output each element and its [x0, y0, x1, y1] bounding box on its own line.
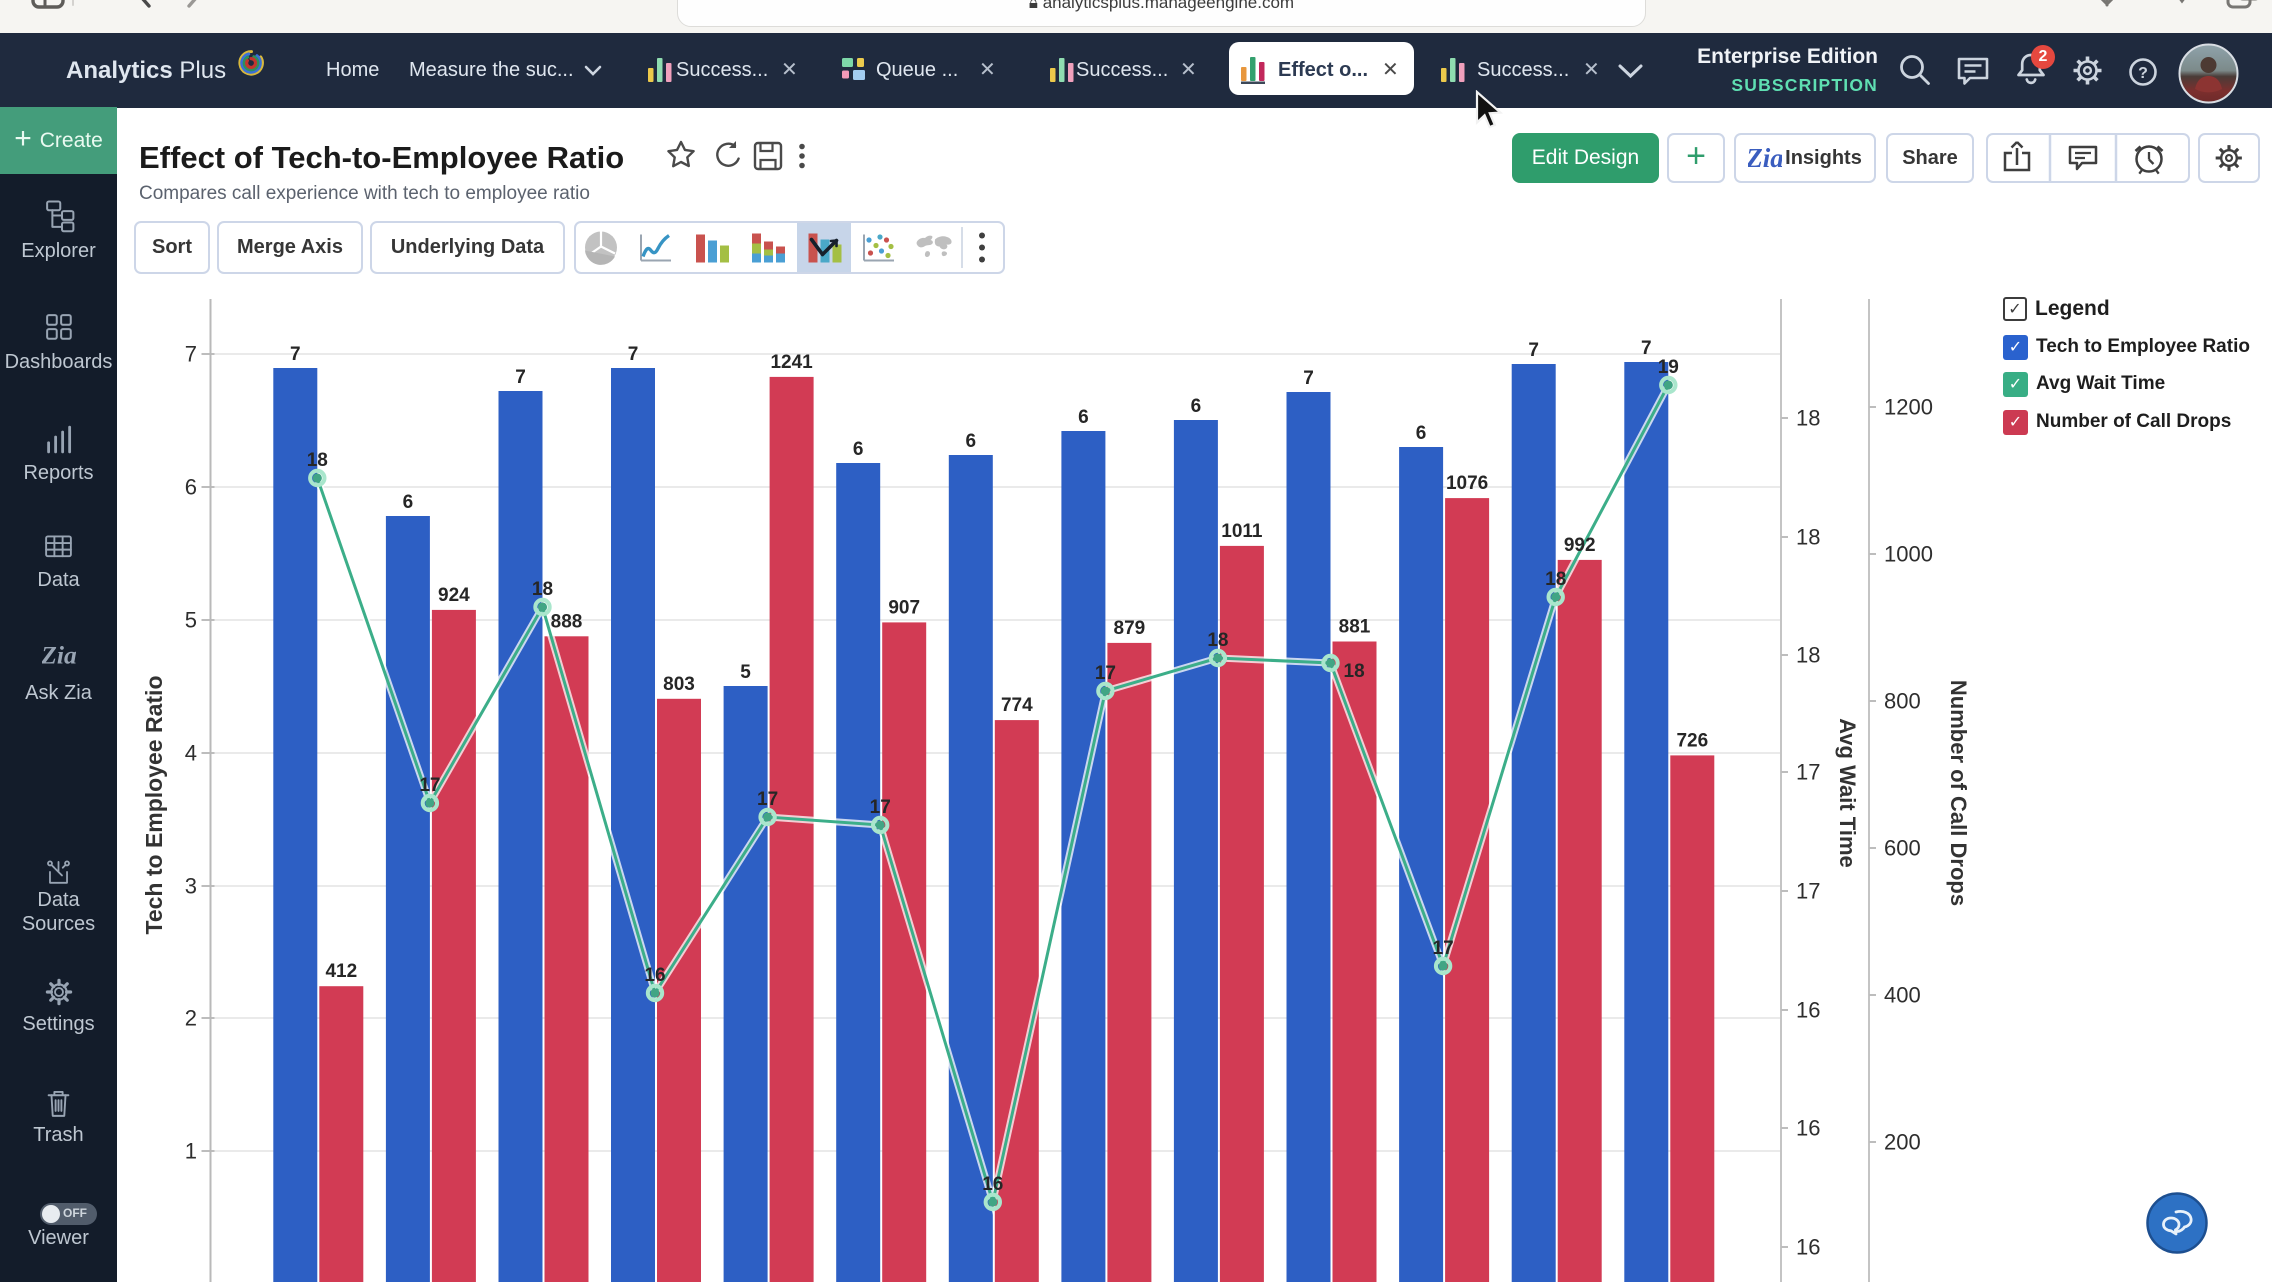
svg-text:907: 907: [888, 597, 920, 618]
svg-text:1076: 1076: [1446, 473, 1488, 494]
svg-text:3: 3: [185, 874, 197, 899]
svg-text:7: 7: [1641, 338, 1652, 359]
svg-text:18: 18: [1796, 525, 1820, 550]
svg-text:1: 1: [185, 1139, 197, 1164]
svg-text:18: 18: [532, 579, 553, 600]
svg-text:888: 888: [551, 611, 583, 632]
svg-text:6: 6: [185, 475, 197, 500]
svg-text:800: 800: [1884, 689, 1921, 714]
svg-text:18: 18: [307, 450, 328, 471]
svg-text:17: 17: [870, 797, 891, 818]
svg-text:1000: 1000: [1884, 542, 1933, 567]
svg-text:200: 200: [1884, 1130, 1921, 1155]
svg-text:6: 6: [1416, 423, 1427, 444]
svg-text:726: 726: [1676, 730, 1708, 751]
svg-text:Zia: Zia: [42, 641, 76, 670]
svg-text:6: 6: [853, 439, 864, 460]
svg-text:17: 17: [419, 775, 440, 796]
svg-text:16: 16: [644, 965, 665, 986]
svg-text:Zia: Zia: [1748, 143, 1782, 173]
svg-text:17: 17: [1796, 879, 1820, 904]
svg-text:17: 17: [1796, 760, 1820, 785]
svg-text:18: 18: [1545, 569, 1566, 590]
svg-text:?: ?: [2138, 65, 2148, 82]
svg-text:881: 881: [1339, 617, 1371, 638]
svg-text:924: 924: [438, 585, 470, 606]
svg-text:2: 2: [185, 1006, 197, 1031]
svg-text:Tech to Employee Ratio: Tech to Employee Ratio: [141, 675, 167, 934]
svg-text:5: 5: [185, 608, 197, 633]
svg-text:7: 7: [628, 344, 639, 365]
svg-text:Number of Call Drops: Number of Call Drops: [1946, 680, 1971, 906]
svg-text:400: 400: [1884, 983, 1921, 1008]
svg-text:803: 803: [663, 674, 695, 695]
svg-text:17: 17: [757, 789, 778, 810]
svg-text:6: 6: [1191, 396, 1202, 417]
svg-text:5: 5: [740, 662, 751, 683]
svg-text:16: 16: [1796, 998, 1820, 1023]
svg-text:6: 6: [966, 431, 977, 452]
svg-text:7: 7: [1303, 368, 1314, 389]
svg-text:7: 7: [515, 367, 526, 388]
svg-text:18: 18: [1796, 643, 1820, 668]
svg-text:600: 600: [1884, 836, 1921, 861]
svg-text:7: 7: [185, 342, 197, 367]
svg-text:879: 879: [1114, 618, 1146, 639]
svg-text:16: 16: [1796, 1235, 1820, 1260]
svg-text:6: 6: [1078, 407, 1089, 428]
svg-text:992: 992: [1564, 535, 1596, 556]
svg-text:Avg Wait Time: Avg Wait Time: [1835, 718, 1860, 868]
svg-text:16: 16: [1796, 1116, 1820, 1141]
svg-text:412: 412: [325, 961, 357, 982]
svg-text:17: 17: [1095, 663, 1116, 684]
svg-text:18: 18: [1207, 630, 1228, 651]
svg-text:1241: 1241: [770, 352, 813, 373]
svg-text:17: 17: [1433, 938, 1454, 959]
svg-text:16: 16: [982, 1174, 1003, 1195]
svg-text:1011: 1011: [1221, 521, 1263, 542]
svg-text:18: 18: [1344, 661, 1365, 682]
svg-text:19: 19: [1658, 357, 1679, 378]
svg-text:7: 7: [290, 344, 301, 365]
svg-text:1200: 1200: [1884, 395, 1933, 420]
svg-text:774: 774: [1001, 695, 1033, 716]
svg-text:7: 7: [1528, 340, 1539, 361]
svg-text:18: 18: [1796, 406, 1820, 431]
svg-text:4: 4: [185, 741, 197, 766]
svg-text:6: 6: [403, 492, 414, 513]
